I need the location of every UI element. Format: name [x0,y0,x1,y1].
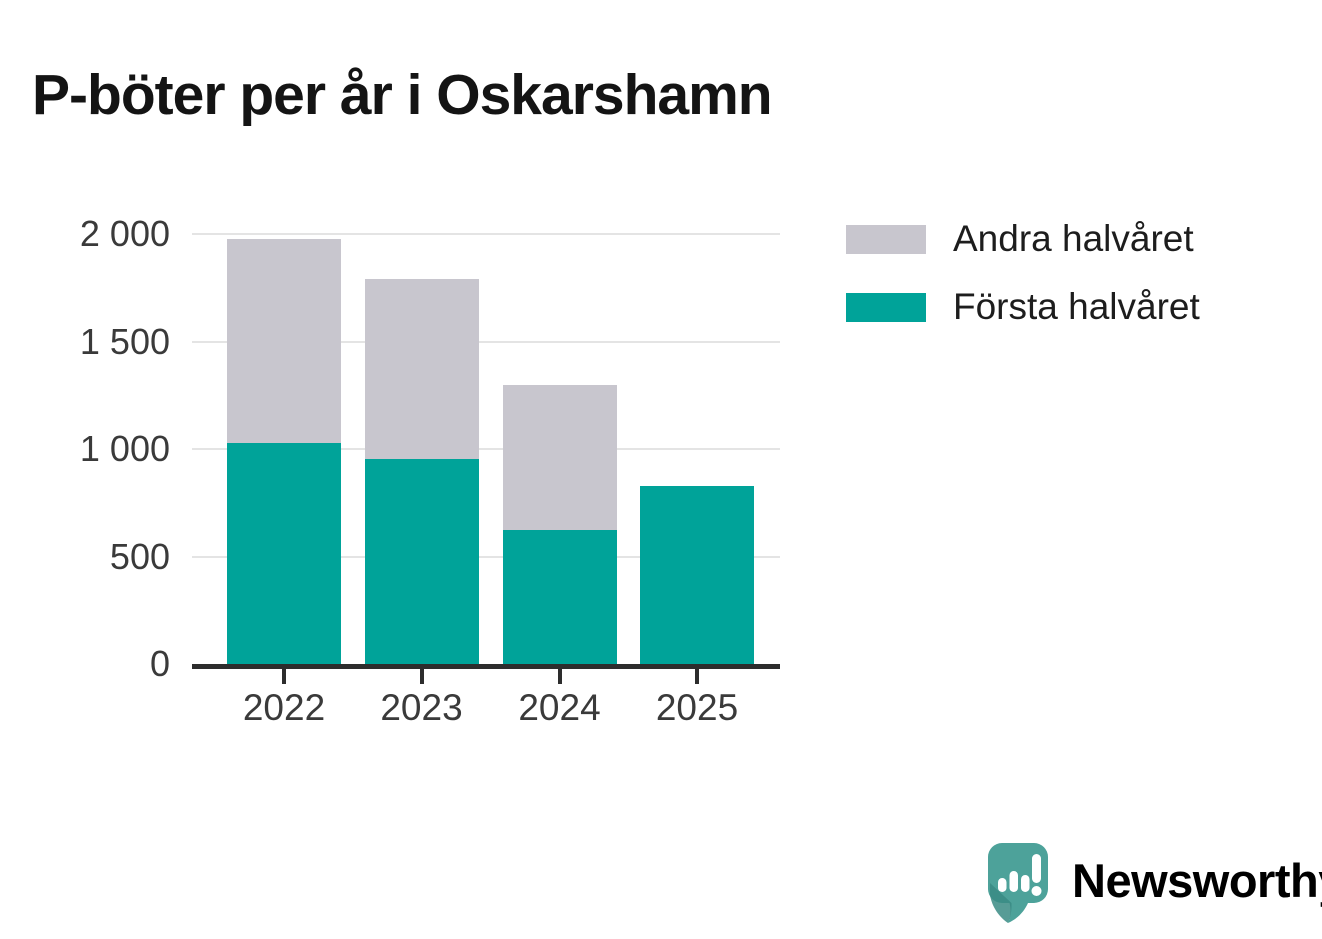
newsworthy-logo: Newsworthy [977,841,1322,927]
x-axis-tick [695,669,699,684]
x-axis-tick-label: 2025 [655,687,739,728]
y-axis-tick-label: 1 500 [79,320,170,362]
gridline [192,555,780,558]
x-axis-tick [557,669,562,684]
gridline [192,448,780,450]
bar-segment [364,279,479,459]
x-axis-tick-label: 2022 [242,687,326,728]
chart-title: P-böter per år i Oskarshamn [32,63,773,128]
legend-swatch-forsta-halvaret [846,292,926,322]
y-axis: 2 000 1 500 1 000 500 0 [30,215,170,683]
legend-label: Första halvåret [953,286,1200,327]
bar-segment [227,442,341,664]
x-axis: 2022 2023 2024 2025 [192,688,780,732]
x-axis-tick-label: 2024 [518,687,601,728]
bar-segment [364,458,479,664]
y-axis-tick-label: 0 [149,643,170,684]
newsworthy-logo-icon [988,843,1048,923]
x-axis-tick [419,669,424,684]
y-axis-tick-label: 1 000 [79,428,170,469]
legend-label: Andra halvåret [953,218,1194,259]
legend-item-andra-halvaret: Andra halvåret [846,219,1200,259]
bar-segment [502,529,617,664]
y-axis-tick-label: 2 000 [79,213,170,254]
chart-legend: Andra halvåret Första halvåret [846,219,1200,355]
bar-segment [502,384,617,530]
legend-swatch-andra-halvaret [846,224,926,254]
x-axis-tick-label: 2023 [380,687,463,728]
legend-item-forsta-halvaret: Första halvåret [846,287,1200,327]
bar-segment [640,485,754,664]
gridline [192,233,780,235]
plot-area [192,233,780,684]
y-axis-tick-label: 500 [109,535,170,577]
newsworthy-wordmark: Newsworthy [1072,853,1322,907]
bar-segment [227,239,341,443]
x-axis-tick [282,669,286,684]
gridline [192,340,780,343]
